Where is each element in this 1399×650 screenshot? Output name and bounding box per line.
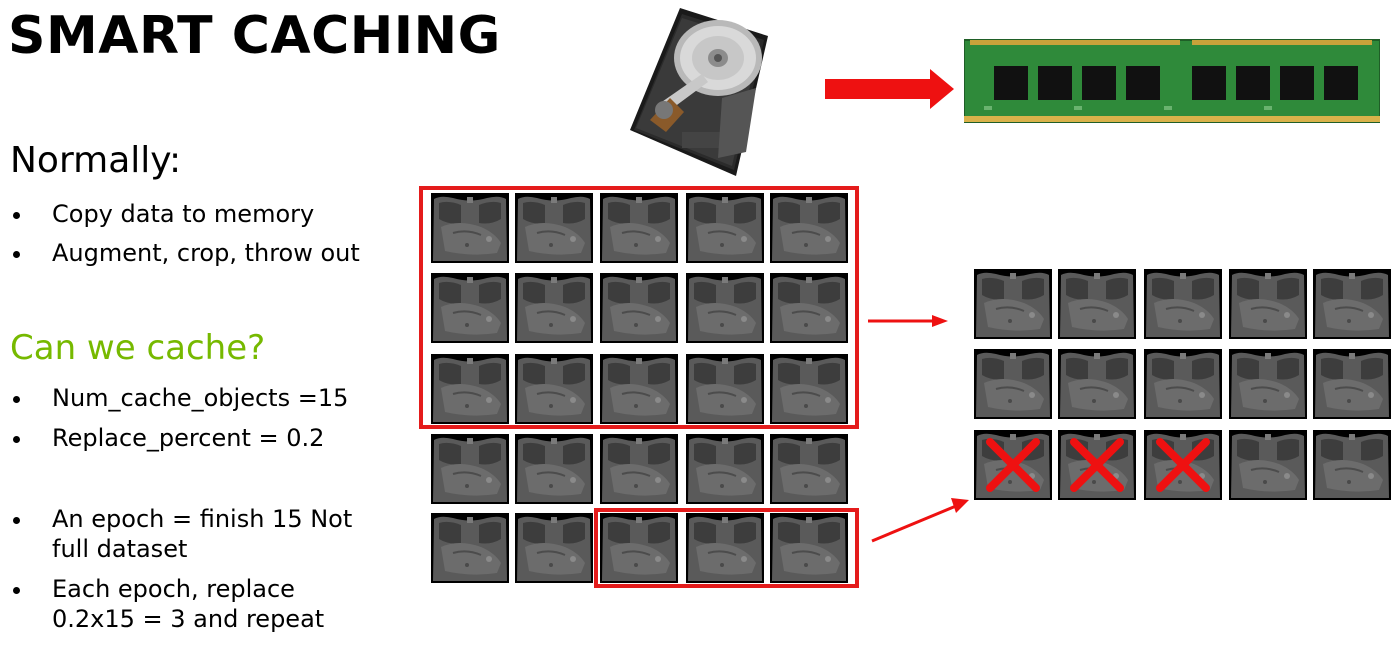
cached-scan-tile (1313, 269, 1391, 339)
cached-scan-tile (974, 269, 1052, 339)
normally-heading: Normally: (10, 140, 182, 181)
list-item: Copy data to memory (0, 199, 360, 238)
dataset-scan-tile (515, 513, 593, 583)
dataset-scan-tile (686, 273, 764, 343)
dataset-scan-tile (515, 193, 593, 263)
dataset-scan-tile (600, 513, 678, 583)
dataset-scan-tile (431, 273, 509, 343)
dataset-scan-tile (515, 434, 593, 504)
dataset-scan-tile (431, 354, 509, 424)
cached-scan-tile (974, 430, 1052, 500)
cache-params-list: Num_cache_objects =15 Replace_percent = … (0, 383, 348, 463)
list-item: An epoch = finish 15 Not full dataset (0, 504, 372, 564)
dataset-scan-tile (600, 354, 678, 424)
cache-selection-frame (419, 186, 859, 429)
cached-scan-tile (1229, 269, 1307, 339)
x-mark-icon (986, 438, 1040, 492)
dataset-scan-tile (686, 513, 764, 583)
ram-module-icon (963, 36, 1381, 126)
dataset-scan-tile (600, 434, 678, 504)
dataset-scan-tile (431, 193, 509, 263)
cached-scan-tile (1144, 430, 1222, 500)
cached-scan-tile (1313, 349, 1391, 419)
dataset-scan-tile (431, 434, 509, 504)
dataset-scan-tile (600, 273, 678, 343)
dataset-scan-tile (515, 273, 593, 343)
cached-scan-tile (1144, 349, 1222, 419)
cached-scan-tile (1229, 430, 1307, 500)
list-item: Augment, crop, throw out (0, 238, 360, 277)
list-item: Num_cache_objects =15 (0, 383, 348, 423)
epoch-notes-list: An epoch = finish 15 Not full dataset Ea… (0, 504, 372, 644)
arrow-replace (871, 504, 957, 543)
x-mark-icon (1156, 438, 1210, 492)
list-item: Replace_percent = 0.2 (0, 423, 348, 463)
slide-title: SMART CACHING (8, 6, 501, 66)
dataset-scan-tile (770, 193, 848, 263)
dataset-scan-tile (600, 193, 678, 263)
list-item: Each epoch, replace 0.2x15 = 3 and repea… (0, 574, 372, 634)
normally-list: Copy data to memory Augment, crop, throw… (0, 199, 360, 277)
cached-scan-tile (1313, 430, 1391, 500)
dataset-scan-tile (686, 354, 764, 424)
cached-scan-tile (1144, 269, 1222, 339)
hard-drive-icon (622, 2, 770, 180)
dataset-scan-tile (770, 354, 848, 424)
x-mark-icon (1070, 438, 1124, 492)
cached-scan-tile (1058, 430, 1136, 500)
dataset-scan-tile (770, 434, 848, 504)
dataset-scan-tile (431, 513, 509, 583)
replacement-selection-frame (594, 508, 859, 588)
dataset-scan-tile (770, 513, 848, 583)
dataset-scan-tile (770, 273, 848, 343)
cached-scan-tile (1229, 349, 1307, 419)
cached-scan-tile (1058, 269, 1136, 339)
cached-scan-tile (1058, 349, 1136, 419)
cached-scan-tile (974, 349, 1052, 419)
dataset-scan-tile (686, 434, 764, 504)
cache-question-heading: Can we cache? (10, 328, 266, 368)
dataset-scan-tile (515, 354, 593, 424)
dataset-scan-tile (686, 193, 764, 263)
